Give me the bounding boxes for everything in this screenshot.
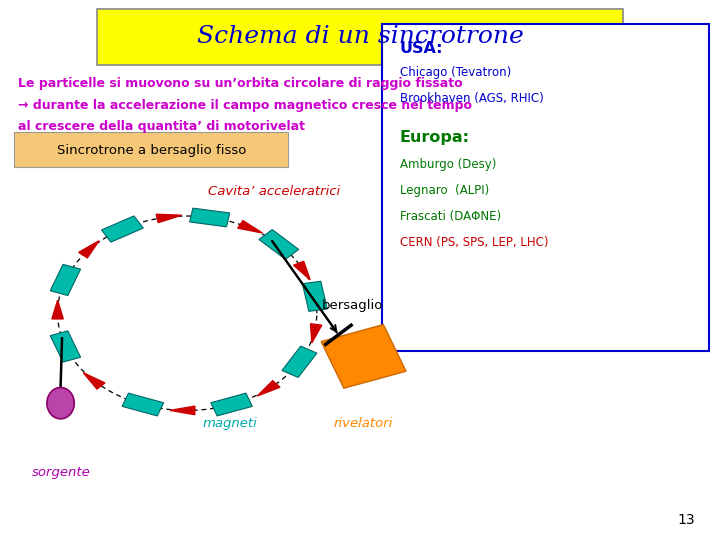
Text: 13: 13 (678, 512, 695, 526)
Text: Le particelle si muovono su un’orbita circolare di raggio fissato: Le particelle si muovono su un’orbita ci… (18, 77, 463, 90)
Text: bersaglio: bersaglio (322, 299, 384, 312)
Text: Chicago (Tevatron): Chicago (Tevatron) (400, 66, 511, 79)
Text: Amburgo (Desy): Amburgo (Desy) (400, 158, 496, 171)
Bar (102, 216, 143, 242)
Polygon shape (78, 241, 99, 258)
Bar (282, 346, 317, 377)
Bar (211, 393, 252, 416)
Text: sorgente: sorgente (32, 466, 91, 479)
Bar (50, 331, 81, 362)
Text: CERN (PS, SPS, LEP, LHC): CERN (PS, SPS, LEP, LHC) (400, 236, 548, 249)
Polygon shape (238, 220, 262, 233)
Polygon shape (321, 325, 406, 388)
Text: Europa:: Europa: (400, 130, 469, 145)
Text: Brookhaven (AGS, RHIC): Brookhaven (AGS, RHIC) (400, 92, 544, 105)
Polygon shape (156, 214, 181, 222)
Text: Legnaro  (ALPI): Legnaro (ALPI) (400, 184, 489, 197)
FancyBboxPatch shape (382, 24, 709, 351)
Ellipse shape (47, 388, 74, 419)
Bar (122, 393, 163, 416)
Bar (302, 281, 328, 312)
Text: Frascati (DAΦNE): Frascati (DAΦNE) (400, 210, 500, 223)
FancyBboxPatch shape (14, 132, 288, 167)
Polygon shape (52, 300, 63, 319)
Polygon shape (170, 406, 195, 415)
Bar (189, 208, 230, 227)
Text: magneti: magneti (203, 417, 258, 430)
Text: al crescere della quantita’ di motorivelat: al crescere della quantita’ di motorivel… (18, 120, 305, 133)
Text: USA:: USA: (400, 41, 443, 56)
Polygon shape (84, 373, 105, 389)
Bar (50, 265, 81, 295)
Polygon shape (294, 261, 310, 280)
Text: rivelatori: rivelatori (334, 417, 393, 430)
Polygon shape (257, 381, 280, 396)
Text: → durante la accelerazione il campo magnetico cresce nel tempo: → durante la accelerazione il campo magn… (18, 99, 472, 112)
Text: Sincrotrone a bersaglio fisso: Sincrotrone a bersaglio fisso (56, 144, 246, 157)
Text: Cavita’ acceleratrici: Cavita’ acceleratrici (207, 185, 340, 198)
Text: Schema di un sincrotrone: Schema di un sincrotrone (197, 25, 523, 48)
Polygon shape (310, 323, 322, 343)
Bar (259, 230, 299, 259)
FancyBboxPatch shape (97, 9, 623, 65)
